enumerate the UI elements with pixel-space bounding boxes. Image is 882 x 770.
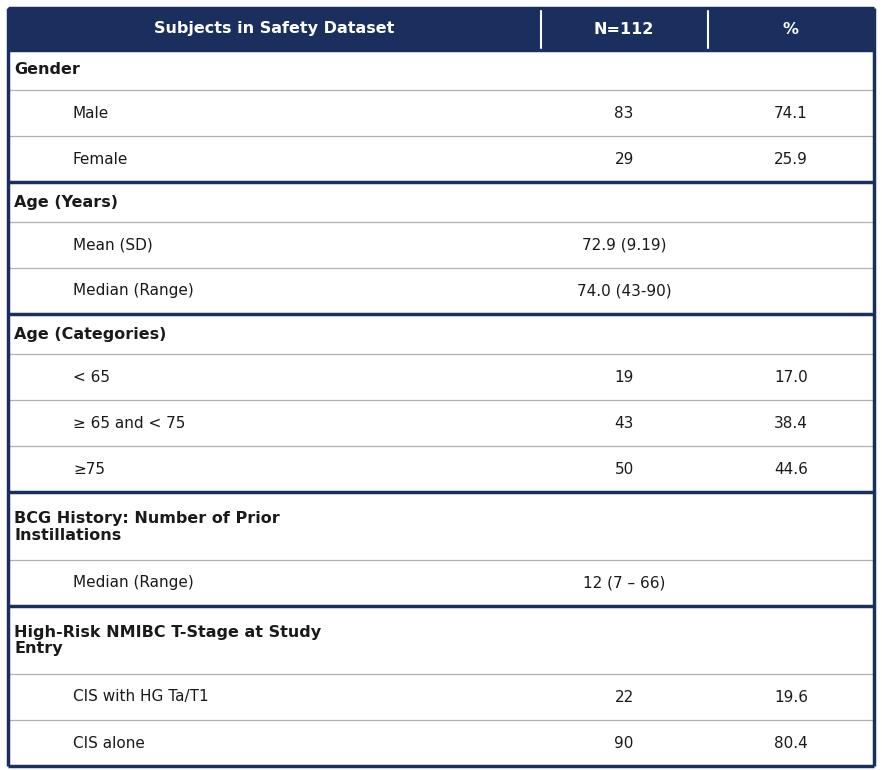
Bar <box>8 90 874 136</box>
Text: Age (Categories): Age (Categories) <box>14 326 167 342</box>
Text: 38.4: 38.4 <box>774 416 808 430</box>
Text: Gender: Gender <box>14 62 80 78</box>
Text: 74.0 (43-90): 74.0 (43-90) <box>577 283 671 299</box>
Bar <box>8 674 874 720</box>
Bar <box>8 8 874 50</box>
Text: High-Risk NMIBC T-Stage at Study: High-Risk NMIBC T-Stage at Study <box>14 625 321 641</box>
Bar <box>8 136 874 182</box>
Text: N=112: N=112 <box>594 22 654 36</box>
Text: CIS alone: CIS alone <box>73 735 145 751</box>
Bar <box>8 354 874 400</box>
Text: Female: Female <box>73 152 128 166</box>
Text: 50: 50 <box>615 461 634 477</box>
Text: 12 (7 – 66): 12 (7 – 66) <box>583 575 665 591</box>
Text: Entry: Entry <box>14 641 63 657</box>
Text: 44.6: 44.6 <box>774 461 808 477</box>
Bar <box>8 560 874 606</box>
Bar <box>8 606 874 674</box>
Text: 19.6: 19.6 <box>774 689 808 705</box>
Text: 74.1: 74.1 <box>774 105 808 120</box>
Text: Subjects in Safety Dataset: Subjects in Safety Dataset <box>154 22 394 36</box>
Text: 25.9: 25.9 <box>774 152 808 166</box>
Text: 90: 90 <box>615 735 634 751</box>
Text: 43: 43 <box>615 416 634 430</box>
Text: BCG History: Number of Prior: BCG History: Number of Prior <box>14 511 280 527</box>
Text: Mean (SD): Mean (SD) <box>73 237 153 253</box>
Text: Age (Years): Age (Years) <box>14 195 118 209</box>
Text: ≥ 65 and < 75: ≥ 65 and < 75 <box>73 416 185 430</box>
Bar <box>8 50 874 90</box>
Text: Male: Male <box>73 105 109 120</box>
Text: < 65: < 65 <box>73 370 110 384</box>
Bar <box>8 182 874 222</box>
Bar <box>8 400 874 446</box>
Bar <box>8 222 874 268</box>
Text: 22: 22 <box>615 689 634 705</box>
Text: 29: 29 <box>615 152 634 166</box>
Bar <box>8 720 874 766</box>
Text: Median (Range): Median (Range) <box>73 575 194 591</box>
Bar <box>8 446 874 492</box>
Text: 17.0: 17.0 <box>774 370 808 384</box>
Bar <box>8 268 874 314</box>
Text: 80.4: 80.4 <box>774 735 808 751</box>
Text: 72.9 (9.19): 72.9 (9.19) <box>582 237 667 253</box>
Text: Instillations: Instillations <box>14 527 121 543</box>
Text: 83: 83 <box>615 105 634 120</box>
Text: %: % <box>783 22 799 36</box>
Bar <box>8 314 874 354</box>
Text: CIS with HG Ta/T1: CIS with HG Ta/T1 <box>73 689 208 705</box>
Text: Median (Range): Median (Range) <box>73 283 194 299</box>
Text: 19: 19 <box>615 370 634 384</box>
Text: ≥75: ≥75 <box>73 461 105 477</box>
Bar <box>8 492 874 560</box>
